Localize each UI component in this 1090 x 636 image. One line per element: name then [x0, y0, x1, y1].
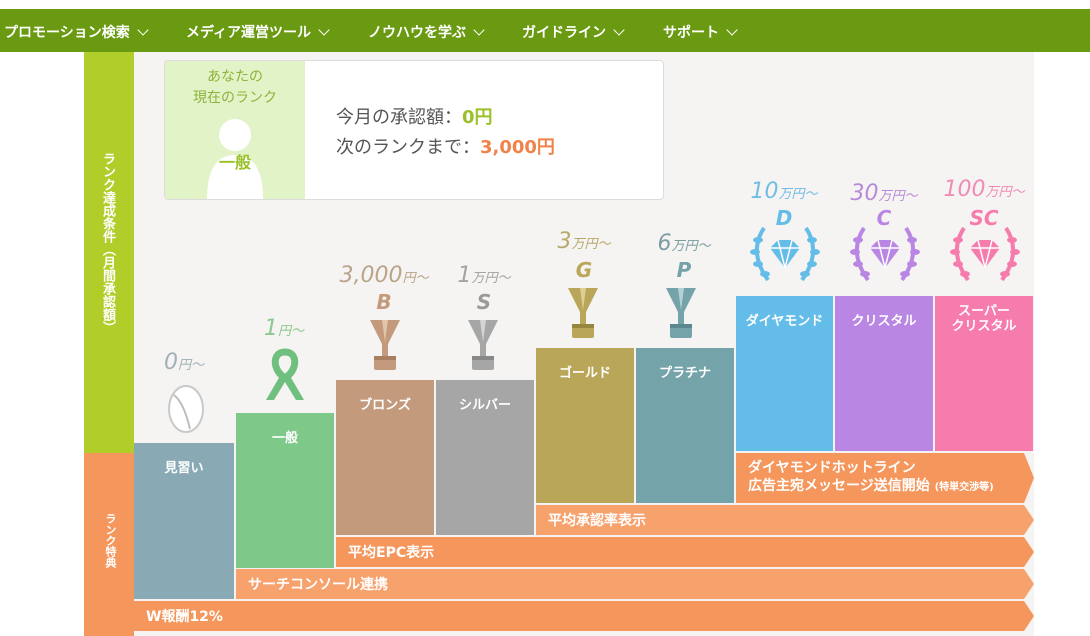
chevron-down-icon — [473, 24, 485, 36]
nav-promotion-search[interactable]: プロモーション検索 — [4, 22, 149, 42]
rank-name: プラチナ — [658, 366, 711, 381]
conditions-side-label: ランク達成条件（月間承認額） — [84, 52, 134, 453]
benefit-approval-rate: 平均承認率表示 — [548, 513, 646, 529]
price-ippan: 1円〜 — [263, 316, 304, 341]
rank-column-gold: ゴールド — [536, 348, 634, 503]
nav-label: メディア運営ツール — [186, 25, 312, 41]
rank-name: クリスタル — [851, 314, 917, 329]
benefits-side-label: ランク特典 — [84, 453, 134, 636]
benefit-line1: ダイヤモンドホットライン — [748, 460, 916, 476]
nav-support[interactable]: サポート — [663, 22, 738, 42]
rank-name: ゴールド — [558, 366, 611, 381]
next-rank-line: 次のランクまで：3,000円 — [336, 133, 555, 159]
approved-label: 今月の承認額： — [336, 107, 462, 128]
approved-value: 0円 — [462, 107, 493, 128]
letter-silver: S — [476, 290, 492, 314]
approved-amount-line: 今月の承認額：0円 — [336, 103, 493, 129]
price-minarai: 0円〜 — [163, 350, 204, 375]
current-rank-card: あなたの 現在のランク 一般 今月の承認額：0円 次のランクまで：3,000円 — [164, 60, 664, 200]
rank-name: ダイヤモンド — [745, 314, 824, 329]
letter-platinum: P — [676, 258, 692, 282]
price-super-crystal: 100万円〜 — [943, 177, 1025, 202]
price-gold: 3万円〜 — [557, 229, 611, 254]
letter-gold: G — [575, 258, 593, 282]
rank-column-crystal: クリスタル — [835, 296, 933, 451]
rank-name: ブロンズ — [359, 398, 411, 413]
chevron-down-icon — [318, 24, 330, 36]
price-silver: 1万円〜 — [457, 263, 511, 288]
nav-label: ガイドライン — [522, 25, 606, 41]
letter-crystal: C — [876, 206, 892, 230]
benefit-arrow-bg — [134, 601, 1034, 631]
rank-name: 一般 — [271, 431, 298, 446]
nav-label: ノウハウを学ぶ — [368, 25, 466, 41]
benefit-note: (特単交渉等) — [934, 482, 994, 493]
rank-column-ippan: 一般 — [236, 413, 334, 568]
rank-name-line1: スーパー — [958, 304, 1010, 319]
price-crystal: 30万円〜 — [850, 181, 918, 206]
letter-bronze: B — [376, 290, 392, 314]
egg-icon — [168, 385, 204, 433]
rank-column-diamond: ダイヤモンド — [736, 296, 833, 451]
nav-guideline[interactable]: ガイドライン — [522, 22, 625, 42]
rank-column-bronze: ブロンズ — [336, 380, 434, 535]
conditions-label: ランク達成条件（月間承認額） — [100, 152, 115, 334]
nav-label: プロモーション検索 — [4, 25, 130, 41]
diamond-wreath-icon — [750, 226, 820, 282]
super-crystal-wreath-icon — [950, 226, 1020, 282]
rank-name: 見習い — [164, 461, 204, 476]
chevron-down-icon — [726, 24, 738, 36]
benefit-arrow-bg — [236, 569, 1034, 599]
letter-diamond: D — [775, 206, 793, 230]
current-rank-name: 一般 — [218, 153, 251, 172]
silver-trophy-icon — [468, 320, 498, 370]
benefit-search-console: サーチコンソール連携 — [248, 577, 388, 593]
user-avatar-icon — [207, 119, 263, 199]
nav-knowhow[interactable]: ノウハウを学ぶ — [368, 22, 485, 42]
rank-column-silver: シルバー — [436, 380, 534, 535]
letter-super-crystal: SC — [969, 206, 999, 230]
benefit-arrow-bg — [336, 537, 1034, 567]
crystal-wreath-icon — [850, 226, 920, 282]
benefit-line2-wrap: 広告主宛メッセージ送信開始 (特単交渉等) — [748, 477, 994, 497]
next-rank-label: 次のランクまで： — [336, 137, 480, 158]
rank-column-super-crystal: スーパー クリスタル — [935, 296, 1033, 451]
rank-column-platinum: プラチナ — [636, 348, 734, 503]
chevron-down-icon — [613, 24, 625, 36]
top-nav: プロモーション検索 メディア運営ツール ノウハウを学ぶ ガイドライン サポート — [0, 9, 1090, 52]
card-label-line2: 現在のランク — [193, 90, 277, 106]
benefit-arrow-bg — [736, 453, 1034, 503]
rank-name-line2: クリスタル — [951, 319, 1017, 334]
next-rank-value: 3,000円 — [480, 137, 555, 158]
benefit-w-reward: W報酬12% — [146, 609, 223, 625]
price-bronze: 3,000円〜 — [339, 263, 429, 288]
platinum-trophy-icon — [666, 288, 696, 338]
benefits-label: ランク特典 — [104, 513, 117, 568]
current-rank-panel: あなたの 現在のランク 一般 — [165, 61, 305, 199]
nav-label: サポート — [663, 25, 719, 41]
benefit-epc: 平均EPC表示 — [348, 545, 435, 561]
nav-media-tools[interactable]: メディア運営ツール — [186, 22, 330, 42]
card-label-line1: あなたの — [207, 69, 263, 85]
rank-column-minarai: 見習い — [134, 443, 234, 599]
benefit-diamond-hotline: ダイヤモンドホットライン 広告主宛メッセージ送信開始 (特単交渉等) — [736, 453, 994, 503]
gold-trophy-icon — [568, 288, 598, 338]
benefit-arrow-bg — [536, 505, 1034, 535]
bronze-trophy-icon — [370, 320, 400, 370]
rank-name: シルバー — [458, 398, 511, 413]
price-diamond: 10万円〜 — [750, 179, 818, 204]
price-platinum: 6万円〜 — [657, 231, 711, 256]
benefit-line2: 広告主宛メッセージ送信開始 — [748, 478, 930, 494]
chevron-down-icon — [137, 24, 149, 36]
ribbon-icon — [266, 348, 304, 400]
